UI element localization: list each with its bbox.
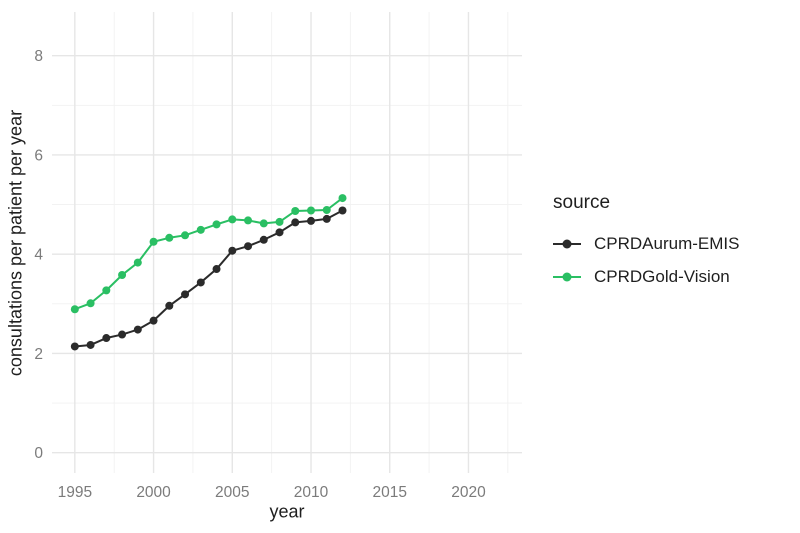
legend-key-dot xyxy=(562,272,572,281)
data-point-CPRDGold-Vision-2001 xyxy=(165,233,174,242)
data-point-CPRDGold-Vision-1997 xyxy=(102,286,111,295)
data-point-CPRDAurum-EMIS-2008 xyxy=(275,228,284,237)
data-point-CPRDGold-Vision-2005 xyxy=(228,215,237,224)
y-axis-title: consultations per patient per year xyxy=(5,109,26,377)
y-tick-label: 6 xyxy=(34,147,43,164)
legend-item-cprdaurum-emis: CPRDAurum-EMIS xyxy=(553,227,739,260)
data-point-CPRDAurum-EMIS-2002 xyxy=(181,290,190,299)
data-point-CPRDGold-Vision-2012 xyxy=(338,194,347,203)
data-point-CPRDAurum-EMIS-2000 xyxy=(149,316,158,325)
x-tick-label: 2005 xyxy=(215,484,249,501)
data-point-CPRDGold-Vision-2008 xyxy=(275,217,284,226)
data-point-CPRDGold-Vision-2006 xyxy=(244,216,253,225)
x-tick-label: 2020 xyxy=(451,484,486,501)
data-point-CPRDGold-Vision-2010 xyxy=(307,206,316,215)
y-tick-label: 4 xyxy=(34,247,43,264)
data-point-CPRDGold-Vision-2004 xyxy=(212,220,221,229)
legend-title: source xyxy=(553,192,611,213)
data-point-CPRDAurum-EMIS-2003 xyxy=(196,278,205,287)
data-point-CPRDGold-Vision-2009 xyxy=(291,206,300,215)
legend: source CPRDAurum-EMIS CPRDGold-Vision xyxy=(553,192,739,293)
x-axis-title: year xyxy=(269,501,305,522)
y-tick-label: 2 xyxy=(34,346,43,363)
x-tick-label: 2015 xyxy=(372,484,406,501)
legend-item-cprdgold-vision: CPRDGold-Vision xyxy=(553,260,739,293)
data-point-CPRDGold-Vision-2000 xyxy=(149,237,158,246)
legend-key-dot xyxy=(562,239,572,248)
legend-key-line-dot-icon xyxy=(553,271,581,283)
data-point-CPRDAurum-EMIS-1997 xyxy=(102,334,111,343)
data-point-CPRDGold-Vision-2007 xyxy=(259,219,268,228)
data-point-CPRDAurum-EMIS-1999 xyxy=(133,325,142,334)
data-point-CPRDAurum-EMIS-2010 xyxy=(307,216,316,225)
legend-label-cprdgold-vision: CPRDGold-Vision xyxy=(594,266,730,286)
x-tick-label: 2010 xyxy=(294,484,329,501)
data-point-CPRDGold-Vision-1998 xyxy=(118,271,127,280)
data-point-CPRDGold-Vision-2003 xyxy=(196,225,205,234)
data-point-CPRDAurum-EMIS-2006 xyxy=(244,242,253,251)
data-point-CPRDGold-Vision-1995 xyxy=(70,305,79,314)
data-point-CPRDGold-Vision-2002 xyxy=(181,231,190,240)
y-tick-label: 0 xyxy=(34,445,43,462)
x-tick-label: 1995 xyxy=(58,484,92,501)
data-point-CPRDAurum-EMIS-2012 xyxy=(338,206,347,215)
data-point-CPRDAurum-EMIS-1998 xyxy=(118,330,127,339)
data-point-CPRDAurum-EMIS-1996 xyxy=(86,340,95,349)
data-point-CPRDAurum-EMIS-2009 xyxy=(291,218,300,227)
data-point-CPRDAurum-EMIS-2007 xyxy=(259,235,268,244)
data-point-CPRDGold-Vision-1996 xyxy=(86,299,95,308)
data-point-CPRDAurum-EMIS-2001 xyxy=(165,301,174,310)
legend-label-cprdaurum-emis: CPRDAurum-EMIS xyxy=(594,233,740,253)
data-point-CPRDGold-Vision-2011 xyxy=(322,205,331,214)
data-point-CPRDAurum-EMIS-1995 xyxy=(70,342,79,351)
series-line-CPRDAurum-EMIS xyxy=(73,209,344,348)
data-point-CPRDAurum-EMIS-2005 xyxy=(228,246,237,255)
y-tick-label: 8 xyxy=(34,48,43,65)
data-point-CPRDAurum-EMIS-2004 xyxy=(212,265,221,274)
legend-key-line-dot-icon xyxy=(553,238,581,250)
data-point-CPRDGold-Vision-1999 xyxy=(133,258,142,267)
data-point-CPRDAurum-EMIS-2011 xyxy=(322,214,331,223)
x-tick-label: 2000 xyxy=(136,484,171,501)
